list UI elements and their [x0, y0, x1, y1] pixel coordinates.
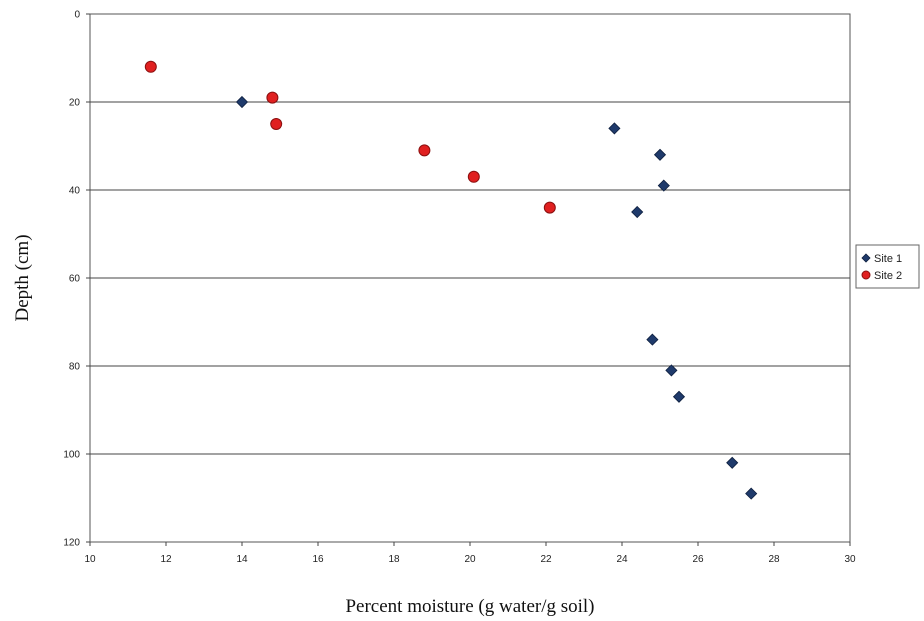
- y-tick-label: 120: [63, 538, 80, 549]
- site-2-point: [467, 170, 480, 183]
- x-tick-label: 22: [540, 554, 552, 565]
- legend-circle-icon: [861, 270, 871, 280]
- x-tick-label: 12: [160, 554, 172, 565]
- site-1-point: [631, 205, 644, 219]
- gridlines: [90, 101, 850, 455]
- x-tick-label: 14: [236, 554, 248, 565]
- y-tick-label: 60: [69, 274, 81, 285]
- y-tick-label: 20: [69, 98, 81, 109]
- data-points: [144, 60, 758, 500]
- x-tick-label: 16: [312, 554, 324, 565]
- legend-box: [855, 244, 920, 289]
- site-2-point: [266, 91, 279, 104]
- x-tick-label: 10: [84, 554, 96, 565]
- site-2-point: [270, 118, 283, 130]
- x-tick-label: 30: [844, 554, 856, 565]
- site-1-point: [646, 333, 659, 346]
- legend-label: Site 1: [874, 253, 902, 265]
- site-1-point: [657, 179, 670, 192]
- x-tick-label: 28: [768, 554, 780, 565]
- y-tick-label: 0: [74, 10, 80, 21]
- legend-diamond-icon: [861, 253, 871, 263]
- x-tick-label: 18: [388, 554, 400, 565]
- x-axis-title: Percent moisture (g water/g soil): [345, 596, 594, 617]
- axis-ticks: 0 20 40 60 80 100 120 10 12 14 16 18 20 22 24 26 28 30: [63, 10, 856, 566]
- site-1-point: [726, 456, 739, 469]
- y-axis-title: Depth (cm): [12, 234, 33, 321]
- site-1-point: [672, 390, 686, 403]
- y-tick-label: 80: [69, 362, 81, 373]
- y-tick-label: 100: [63, 450, 80, 461]
- site-2-point: [418, 144, 431, 157]
- site-1-point: [665, 364, 678, 377]
- site-1-point: [608, 122, 621, 135]
- site-1-point: [235, 95, 249, 109]
- site-2-point: [543, 201, 556, 214]
- legend-label: Site 2: [874, 270, 902, 282]
- site-1-point: [745, 487, 758, 500]
- legend: Site 1 Site 2: [855, 244, 920, 289]
- site-1-point: [653, 148, 667, 161]
- x-tick-label: 24: [616, 554, 628, 565]
- x-tick-label: 20: [464, 554, 476, 565]
- x-tick-label: 26: [692, 554, 704, 565]
- y-tick-label: 40: [69, 186, 81, 197]
- site-2-point: [144, 60, 157, 73]
